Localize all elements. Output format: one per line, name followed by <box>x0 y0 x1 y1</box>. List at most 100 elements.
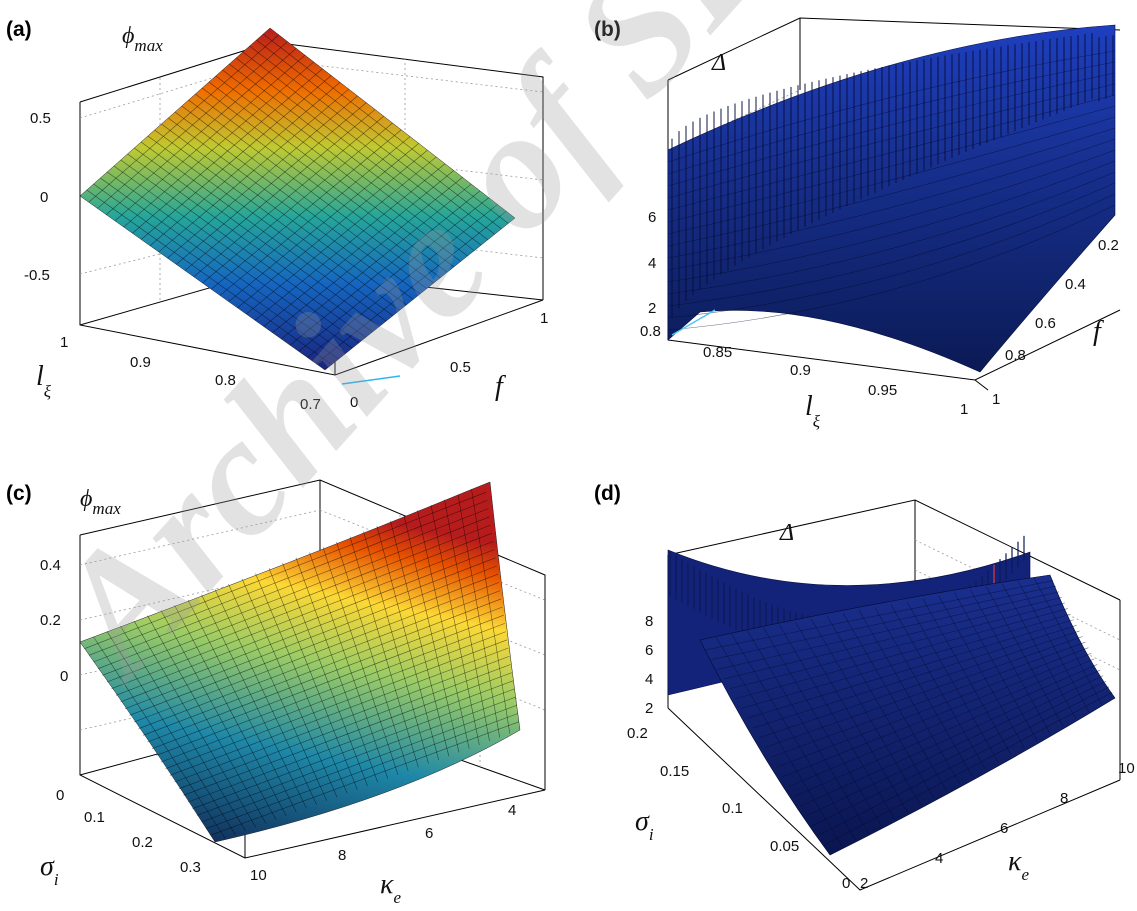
panel-d-ytick: 0.15 <box>660 763 689 780</box>
panel-a-mesh-line <box>181 105 427 289</box>
panel-b-vertical-strips <box>671 33 1114 318</box>
panel-a-ytick: 0 <box>350 394 358 411</box>
panel-d-xtick: 8 <box>1060 790 1068 807</box>
panel-a-mesh-line <box>228 143 419 302</box>
panel-b-ytick: 0.4 <box>1065 276 1086 293</box>
panel-d-surface <box>699 574 1116 856</box>
panel-c-ytick: 0.3 <box>180 859 201 876</box>
panel-a-mesh-line <box>263 170 454 327</box>
panel-d-mesh-line <box>954 592 1038 741</box>
panel-c-box-bottom <box>79 535 546 859</box>
panel-c-mesh-line <box>192 688 515 809</box>
panel-a-mesh-line <box>202 122 393 284</box>
panel-c-mesh-line <box>201 705 517 823</box>
panel-d: (d) 8 6 4 2 0.2 0.15 0.1 0.05 0 2 4 6 8 … <box>594 482 1135 892</box>
panel-a-xtick: 1 <box>60 334 68 351</box>
panel-a-ytick: 0.5 <box>450 359 471 376</box>
panel-d-ztick: 8 <box>645 613 653 630</box>
panel-d-mesh-line <box>776 647 1089 768</box>
panel-b-ytick: 0.8 <box>1005 347 1026 364</box>
panel-a-mesh-line <box>208 81 455 268</box>
panel-a-mesh <box>86 33 509 365</box>
panel-c-ytick: 0.2 <box>132 834 153 851</box>
panel-d-ztick: 6 <box>645 642 653 659</box>
panel-d-mesh-line <box>782 652 1092 778</box>
panel-a-mesh-line <box>235 57 482 246</box>
panel-a-grid-line <box>79 59 273 119</box>
panel-c-xtick: 10 <box>250 867 267 884</box>
panel-b-ytick: 1 <box>992 391 1000 408</box>
panel-d-mesh-line <box>794 664 1098 797</box>
panel-b-cyan-stroke <box>671 309 716 336</box>
panel-a-box-bottom <box>79 102 544 376</box>
panel-b-xlabel: lξ <box>805 391 821 431</box>
panel-b-mesh-line <box>667 61 1116 175</box>
panel-a: (a) 0.5 0 -0.5 1 0.9 0.8 0.7 0 0.5 1 ϕma… <box>6 18 548 413</box>
panel-b-grid-line <box>667 89 801 151</box>
panel-b-mesh-line <box>667 149 1116 271</box>
panel-d-ztick: 4 <box>645 671 653 688</box>
panel-d-mesh <box>705 577 1113 849</box>
panel-a-xtick: 0.7 <box>300 396 321 413</box>
panel-c-xtick: 4 <box>508 802 516 819</box>
panel-b-xtick: 0.95 <box>868 382 897 399</box>
panel-a-mesh-line <box>249 45 495 235</box>
panel-d-mesh-line <box>986 586 1064 727</box>
panel-a-xlabel: lξ <box>36 361 52 401</box>
panel-c-ztick: 0.4 <box>40 557 61 574</box>
panel-d-zlabel: Δ <box>779 520 794 546</box>
panel-b-mesh-line <box>667 171 1116 295</box>
panel-b-mesh <box>667 50 1116 331</box>
panel-c-mesh-line <box>471 489 511 734</box>
panel-b-mesh-line <box>667 138 1116 259</box>
panel-b-mesh-line <box>667 127 1116 247</box>
panel-c-ytick: 0.1 <box>84 809 105 826</box>
panel-a-mesh-line <box>298 197 489 352</box>
panel-d-mesh-line <box>1002 583 1077 720</box>
panel-b-mesh-line <box>667 105 1116 223</box>
panel-c-xtick: 6 <box>425 825 433 842</box>
panel-a-mesh-line <box>254 163 446 321</box>
panel-d-xtick: 10 <box>1118 760 1135 777</box>
panel-d-mesh-line <box>770 641 1086 758</box>
panel-b: (b) 6 4 2 0.8 0.85 0.9 0.95 1 1 0.8 0.6 … <box>594 17 1121 431</box>
panel-d-ztick: 2 <box>645 700 653 717</box>
panel-b-label: (b) <box>594 18 621 41</box>
panel-c-xlabel: κe <box>380 869 401 906</box>
panel-b-ztick: 4 <box>648 255 656 272</box>
panel-a-mesh-line <box>237 149 428 309</box>
panel-d-xlabel: κe <box>1008 846 1029 884</box>
panel-b-ztick: 2 <box>648 300 656 317</box>
panel-a-mesh-line <box>263 33 509 224</box>
panel-d-mesh-line <box>1017 580 1090 713</box>
panel-a-xtick: 0.9 <box>130 354 151 371</box>
panel-a-mesh-line <box>211 129 402 290</box>
panel-b-mesh-line <box>667 50 1116 163</box>
panel-d-mesh-line <box>823 692 1113 846</box>
panel-d-mesh-line <box>906 601 999 763</box>
panel-a-ztick: -0.5 <box>24 267 50 284</box>
panel-b-mesh-line <box>667 83 1116 199</box>
panel-a-mesh-line <box>272 177 463 333</box>
panel-d-mesh-line <box>788 658 1095 787</box>
panel-c-mesh-line <box>444 499 490 742</box>
panel-a-mesh-line <box>188 99 434 284</box>
panel-a-mesh-line <box>215 75 461 262</box>
panel-b-mesh-line <box>667 116 1116 235</box>
panel-b-mesh-line <box>667 72 1116 187</box>
panel-c-xtick: 8 <box>338 847 346 864</box>
panel-c-mesh-line <box>205 713 518 829</box>
panel-b-mesh-line <box>667 182 1116 307</box>
panel-a-mesh-line <box>307 204 498 358</box>
panel-c-ylabel: σi <box>40 851 59 889</box>
panel-d-mesh-line <box>970 589 1051 734</box>
panel-c-ytick: 0 <box>56 787 64 804</box>
panel-d-box-bottom <box>667 707 1121 891</box>
panel-c-grid-line <box>79 509 321 566</box>
panel-d-grid-line <box>914 539 1121 641</box>
panel-c-label: (c) <box>6 482 32 505</box>
panel-b-ytick: 0.2 <box>1098 237 1119 254</box>
panel-d-mesh-line <box>1033 577 1103 706</box>
panel-a-mesh-line <box>229 63 475 251</box>
